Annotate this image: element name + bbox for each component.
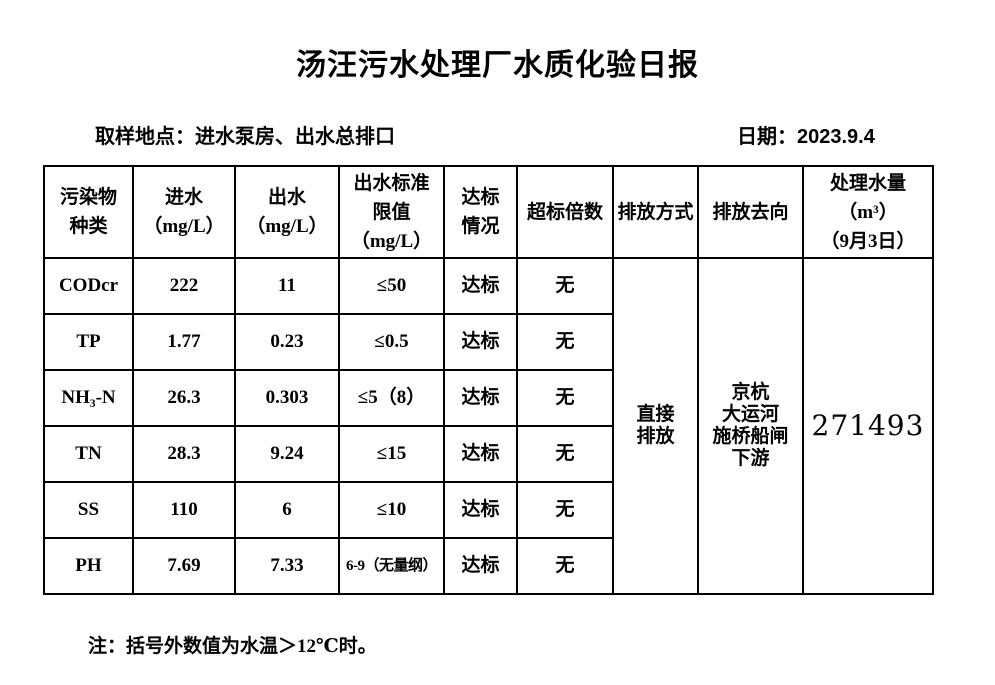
table-row: SS 110 6 ≤10 达标 无	[43, 481, 933, 539]
status-cell: 达标	[443, 481, 518, 539]
sampling-location-label: 取样地点：进水泵房、出水总排口	[95, 126, 395, 148]
header-discharge-destination: 排放去向	[697, 165, 804, 259]
exceed-cell: 无	[516, 313, 614, 371]
limit-cell: ≤15	[338, 425, 445, 483]
exceed-cell: 无	[516, 481, 614, 539]
page-title: 汤汪污水处理厂水质化验日报	[296, 49, 699, 82]
status-cell: 达标	[443, 257, 518, 315]
param-cell: NH₃-N	[43, 369, 134, 427]
header-treated-volume: 处理水量 （m³） （9月3日）	[802, 165, 934, 259]
param-cell: TP	[43, 313, 134, 371]
limit-cell: ≤0.5	[338, 313, 445, 371]
status-cell: 达标	[443, 537, 518, 595]
outflow-cell: 6	[234, 481, 340, 539]
header-discharge-mode: 排放方式	[612, 165, 699, 259]
limit-cell: ≤10	[338, 481, 445, 539]
table-row: NH₃-N 26.3 0.303 ≤5（8） 达标 无	[43, 369, 933, 427]
inflow-cell: 26.3	[132, 369, 236, 427]
exceed-cell: 无	[516, 425, 614, 483]
header-status: 达标 情况	[443, 165, 518, 259]
limit-cell: 6-9（无量纲）	[338, 537, 445, 595]
status-cell: 达标	[443, 425, 518, 483]
table-header-row: 污染物 种类 进水 （mg/L） 出水 （mg/L） 出水标准 限值 （mg/L…	[43, 165, 934, 259]
param-cell: PH	[43, 537, 134, 595]
outflow-cell: 7.33	[234, 537, 340, 595]
param-cell: TN	[43, 425, 134, 483]
param-cell: SS	[43, 481, 134, 539]
limit-cell: ≤50	[338, 257, 445, 315]
header-inflow: 进水 （mg/L）	[132, 165, 236, 259]
header-limit: 出水标准 限值 （mg/L）	[338, 165, 445, 259]
param-cell: CODcr	[43, 257, 134, 315]
outflow-cell: 11	[234, 257, 340, 315]
water-quality-table: 污染物 种类 进水 （mg/L） 出水 （mg/L） 出水标准 限值 （mg/L…	[43, 165, 934, 595]
header-pollutant: 污染物 种类	[43, 165, 134, 259]
exceed-cell: 无	[516, 537, 614, 595]
inflow-cell: 28.3	[132, 425, 236, 483]
header-outflow: 出水 （mg/L）	[234, 165, 340, 259]
status-cell: 达标	[443, 369, 518, 427]
outflow-cell: 0.303	[234, 369, 340, 427]
outflow-cell: 9.24	[234, 425, 340, 483]
status-cell: 达标	[443, 313, 518, 371]
table-row: CODcr 222 11 ≤50 达标 无 直接 排放 京杭 大运河 施桥船闸 …	[43, 257, 934, 595]
table-row: PH 7.69 7.33 6-9（无量纲） 达标 无	[43, 537, 933, 595]
limit-cell: ≤5（8）	[338, 369, 445, 427]
table-row: TN 28.3 9.24 ≤15 达标 无	[43, 425, 933, 483]
inflow-cell: 222	[132, 257, 236, 315]
inflow-cell: 1.77	[132, 313, 236, 371]
header-exceed: 超标倍数	[516, 165, 614, 259]
outflow-cell: 0.23	[234, 313, 340, 371]
treated-volume-cell: 271493	[802, 257, 934, 595]
inflow-cell: 110	[132, 481, 236, 539]
discharge-destination-cell: 京杭 大运河 施桥船闸 下游	[697, 257, 804, 595]
report-date-label: 日期：2023.9.4	[737, 126, 875, 148]
exceed-cell: 无	[516, 369, 614, 427]
discharge-mode-cell: 直接 排放	[612, 257, 699, 595]
inflow-cell: 7.69	[132, 537, 236, 595]
footnote: 注：括号外数值为水温＞12℃时。	[88, 636, 377, 657]
table-row: TP 1.77 0.23 ≤0.5 达标 无	[43, 313, 933, 371]
exceed-cell: 无	[516, 257, 614, 315]
